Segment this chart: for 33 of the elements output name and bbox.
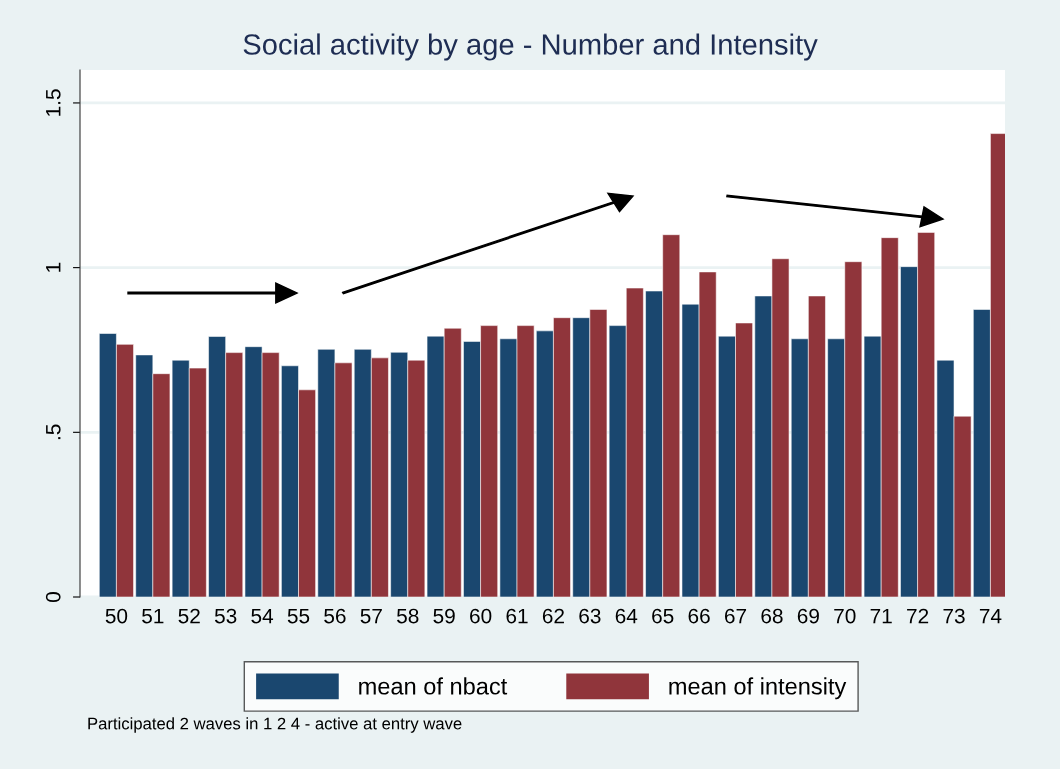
x-tick-label: 73	[943, 608, 965, 624]
x-tick-label: 57	[360, 608, 382, 624]
x-tick-label: 52	[178, 608, 200, 624]
x-tick-label: 66	[688, 608, 710, 624]
text: Participated 2 waves in 1 2 4 - active at entry wave	[88, 717, 462, 733]
y-tick-label: 1	[46, 262, 61, 272]
x-tick-label: 67	[724, 608, 747, 624]
legend-label: mean of intensity	[669, 677, 847, 700]
x-tick-label: 65	[652, 608, 674, 624]
x-tick-label: 54	[251, 608, 274, 624]
x-tick-label: 60	[470, 608, 492, 624]
x-tick-label: 63	[579, 608, 601, 624]
x-tick-label: 58	[397, 608, 419, 624]
x-tick-label: 55	[287, 608, 310, 624]
x-tick-label: 69	[797, 608, 819, 624]
x-tick-label: 51	[142, 608, 164, 624]
legend-label: mean of nbact	[359, 677, 508, 695]
chart-title: Social activity by age - Number and Intensity	[243, 33, 818, 61]
x-tick-label: 50	[105, 608, 128, 624]
x-tick-label: 68	[761, 608, 783, 624]
x-tick-label: 74	[979, 608, 1002, 624]
y-tick-label: .5	[46, 424, 61, 440]
x-tick-label: 61	[506, 608, 528, 624]
y-tick-label: 0	[45, 592, 61, 602]
x-tick-label: 53	[214, 608, 237, 624]
y-tick-label: 1.5	[46, 89, 61, 116]
x-tick-label: 64	[615, 608, 638, 624]
x-tick-label: 71	[870, 608, 892, 624]
x-tick-label: 70	[834, 608, 856, 624]
x-tick-label: 59	[433, 608, 455, 624]
x-tick-label: 62	[542, 608, 564, 624]
x-tick-label: 56	[324, 608, 346, 624]
x-tick-label: 72	[907, 608, 929, 624]
